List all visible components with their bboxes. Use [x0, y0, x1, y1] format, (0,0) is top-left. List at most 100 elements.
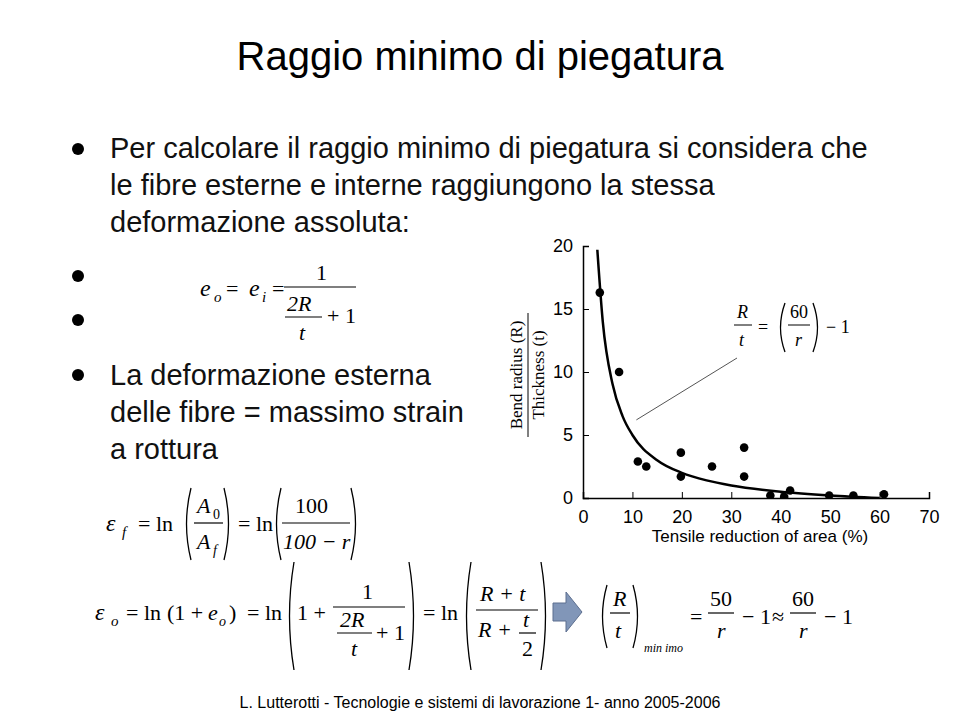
data-point [615, 368, 624, 377]
fraction-bar [285, 316, 322, 317]
parenthesis [467, 562, 472, 670]
annotation-token: = [758, 317, 768, 337]
formula-token: = [272, 276, 284, 301]
data-point [740, 443, 749, 452]
formula-token: + 1 [376, 620, 405, 645]
parenthesis [187, 488, 192, 560]
bullet-dot [72, 369, 84, 381]
parenthesis [224, 488, 229, 560]
formula-token: = ln [238, 511, 273, 536]
annotation-token: R [736, 302, 748, 322]
axis-line [584, 247, 590, 499]
formula-token: ε [106, 510, 116, 536]
formula-token: 100 [295, 493, 328, 518]
tick-label: 20 [672, 507, 692, 527]
fit-curve [597, 250, 879, 498]
formula-token: f [122, 524, 128, 540]
x-axis-title: Tensile reduction of area (%) [652, 527, 868, 546]
bullet-text: La deformazione esterna [110, 359, 432, 391]
y-axis-title-line: Bend radius (R) [507, 321, 526, 430]
tick-mark [929, 492, 930, 498]
bullet-text: Per calcolare il raggio minimo di piegat… [110, 132, 868, 164]
fraction-bar [337, 632, 372, 633]
tick: 50 [821, 492, 841, 527]
formula-token: − 1 [742, 604, 771, 629]
tick-mark [632, 492, 633, 498]
fraction-bar [610, 612, 630, 613]
formula-token: o [219, 614, 226, 629]
data-point [880, 490, 889, 498]
tick: 0 [563, 488, 589, 508]
formula-token: e [208, 600, 218, 625]
formula-token: 1 [362, 579, 373, 604]
formula-token: t [615, 618, 622, 643]
formula-token: e [249, 275, 260, 301]
annotation-token: − 1 [826, 317, 850, 337]
bullet-text: delle fibre = massimo strain [110, 396, 464, 428]
formula-token: = [226, 276, 238, 301]
formula-token: t [351, 636, 358, 661]
formula-token: + 1 [327, 303, 356, 328]
formula-token: f [213, 543, 219, 558]
y-axis-title-line: Thickness (t) [529, 330, 548, 419]
fraction-bar [194, 522, 223, 523]
bullet-text: le fibre esterne e interne raggiungono l… [110, 169, 715, 201]
parenthesis [351, 488, 356, 560]
fraction-bar [282, 522, 350, 523]
formula-token: (1 + [167, 600, 203, 625]
formula-token: t [299, 320, 306, 345]
leader-line [636, 358, 737, 420]
tick-mark [583, 309, 589, 310]
parenthesis [277, 488, 282, 560]
data-point [677, 448, 686, 457]
arrow [553, 592, 582, 632]
tick-label: 70 [919, 507, 939, 527]
y-axis: 05101520 [553, 236, 589, 508]
bullet-dot [72, 270, 84, 282]
slide-title: Raggio minimo di piegatura [237, 34, 725, 78]
data-point [740, 472, 749, 481]
tick-label: 40 [771, 507, 791, 527]
bullet-dot [72, 143, 84, 155]
chart: 01020304050607005101520Tensile reduction… [507, 236, 940, 546]
bullet-dot [72, 314, 84, 326]
formula-token: o [214, 289, 222, 305]
tick-label: 5 [563, 425, 573, 445]
formula-token: A [195, 493, 211, 518]
fraction-bar [734, 325, 752, 326]
tick: 20 [553, 236, 589, 256]
data-point [708, 462, 717, 471]
formula-token: R [612, 586, 627, 611]
formula-token: r [799, 618, 808, 643]
formula-token: 50 [710, 586, 732, 611]
formula-token: = ln [126, 600, 161, 625]
fraction-bar [788, 325, 810, 326]
formula-token: 60 [792, 586, 814, 611]
tick-mark [583, 246, 589, 247]
formula-token: ε [95, 599, 105, 625]
formula-token: 100 − r [283, 529, 351, 554]
tick-label: 30 [722, 507, 742, 527]
formula-token: 1 + [297, 600, 326, 625]
bullet-text: a rottura [110, 433, 219, 465]
tick: 10 [623, 492, 643, 527]
formula-token: 2R [287, 291, 312, 316]
fraction-bar [708, 612, 734, 613]
tick-mark [682, 492, 683, 498]
parenthesis [541, 562, 546, 670]
formula-token: 2 [522, 636, 533, 661]
formula-token: i [262, 289, 266, 305]
tick-mark [731, 492, 732, 498]
tick-label: 20 [553, 236, 573, 256]
parenthesis [633, 585, 638, 648]
formula-token: t [523, 607, 530, 632]
background [0, 0, 960, 721]
fraction-bar [790, 612, 816, 613]
annotation-token: r [795, 330, 803, 350]
data-point [766, 491, 775, 498]
formula-token: − 1 [824, 604, 853, 629]
tick-mark [583, 372, 589, 373]
annotation-token: t [739, 330, 745, 350]
formula-token: 1 [316, 260, 327, 285]
bullets: Per calcolare il raggio minimo di piegat… [72, 132, 868, 465]
